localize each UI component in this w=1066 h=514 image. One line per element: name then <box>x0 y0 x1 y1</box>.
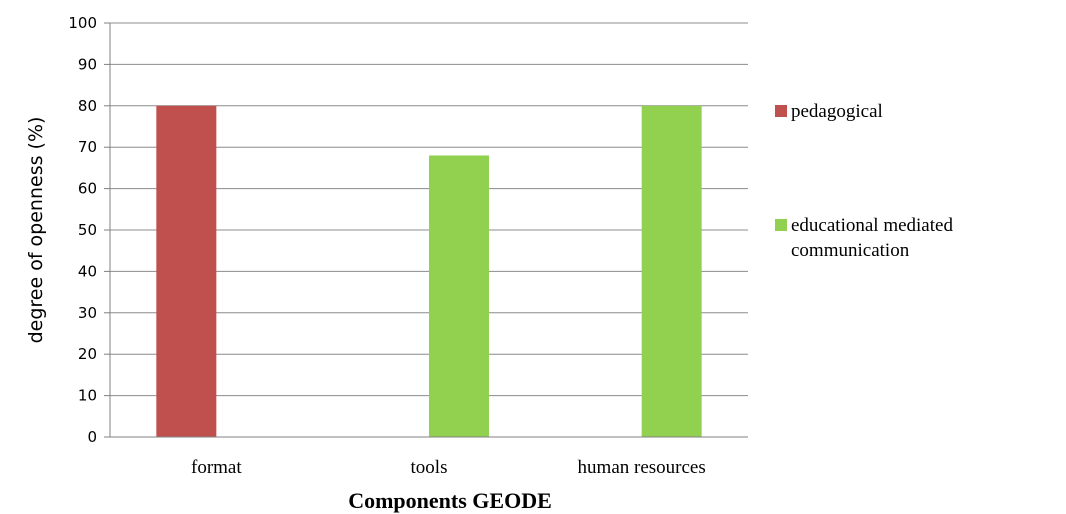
y-tick-label: 90 <box>78 55 97 73</box>
y-tick-label: 0 <box>87 428 97 446</box>
y-tick-label: 70 <box>78 138 97 156</box>
legend-swatch <box>775 105 787 117</box>
y-tick-label: 100 <box>68 14 97 32</box>
bar-format-0 <box>156 105 217 438</box>
legend-label: communication <box>791 240 910 261</box>
legend-label: pedagogical <box>791 101 883 122</box>
y-tick-label: 50 <box>78 221 97 239</box>
legend-label: educational mediated <box>791 215 953 236</box>
y-tick-label: 20 <box>78 345 97 363</box>
x-tick-label: tools <box>411 457 448 478</box>
y-tick-label: 60 <box>78 180 97 198</box>
x-tick-label: format <box>191 457 242 478</box>
x-tick-labels: format tools human resources <box>191 457 706 478</box>
bar-tools-1 <box>429 155 489 438</box>
y-tick-label: 80 <box>78 97 97 115</box>
y-tick-labels: 0 10 20 30 40 50 60 70 80 90 100 <box>68 14 110 446</box>
bar-human-resources-1 <box>641 105 702 438</box>
legend-swatch <box>775 219 787 231</box>
legend: pedagogical educational mediated communica… <box>775 101 953 261</box>
x-axis-title: Components GEODE <box>348 488 552 513</box>
y-tick-label: 30 <box>78 304 97 322</box>
y-tick-label: 10 <box>78 387 97 405</box>
bars <box>156 105 702 438</box>
y-axis-title: degree of openness (%) <box>25 117 47 344</box>
y-tick-label: 40 <box>78 262 97 280</box>
x-tick-label: human resources <box>578 457 706 478</box>
